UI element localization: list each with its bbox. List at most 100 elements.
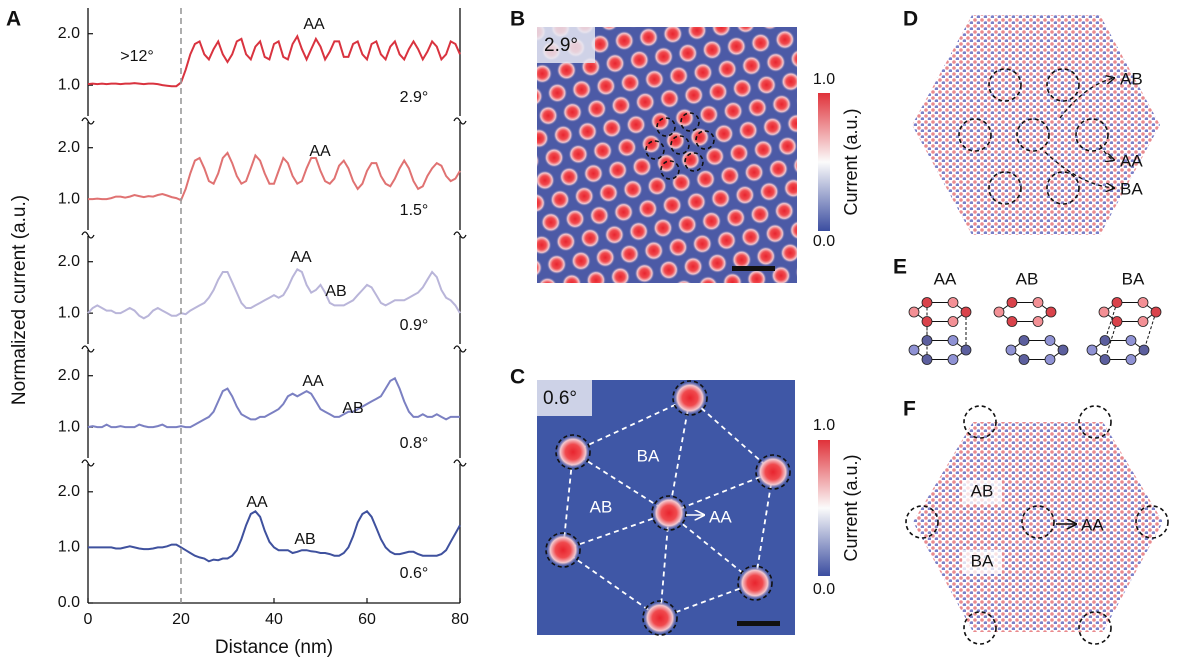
series-label: 0.8° [400,435,429,452]
atom [1086,344,1098,356]
atom [1098,306,1110,318]
axis-break [81,459,95,467]
y-tick-label: 2.0 [58,253,80,270]
axis-break [453,117,467,125]
stm-image [537,27,797,283]
atom [1111,316,1123,327]
panel-label: E [893,256,907,279]
atom [947,335,959,346]
x-tick-label: 60 [358,611,376,628]
annotation: AB [325,283,346,300]
annotation: AA [302,373,324,390]
region-label: AA [1081,515,1104,534]
atom [993,306,1005,318]
angle-label: 2.9° [544,35,578,56]
atom [1018,354,1030,365]
y-axis-label: Normalized current (a.u.) [9,195,30,405]
y-tick-label: 0.0 [58,594,80,611]
stacking-label: AB [1120,69,1143,88]
atom [1099,354,1111,365]
hexagon [1091,339,1145,361]
colorbar-max: 1.0 [813,417,835,434]
colorbar [818,93,830,231]
colorbar-max: 1.0 [813,71,835,88]
atom [1057,344,1069,356]
annotation: AA [303,16,325,33]
y-tick-label: 2.0 [58,25,80,42]
colorbar-min: 0.0 [813,233,835,250]
highlight-circles [645,112,715,180]
panel-label: C [510,366,525,389]
atom [1044,335,1056,346]
data-line [87,268,461,320]
colorbar [818,440,830,576]
atom [1044,354,1056,365]
colorbar-title: Current (a.u.) [841,108,861,215]
stacking-label: AA [934,269,957,288]
x-tick-label: 80 [451,611,469,628]
line-chart: 1.0 2.0 2.9° >12° AA 1.0 2.0 1.5° AA 1.0 2.0 0.9° AA… [58,8,469,628]
hexagon [913,301,967,323]
y-tick-label: 1.0 [58,190,80,207]
atom [947,316,959,327]
atom [921,316,933,327]
atom [1006,316,1018,327]
scale-bar [737,621,780,626]
region-label: BA [971,551,994,570]
atom [1005,344,1017,356]
region-label: AA [709,507,732,526]
atom [1111,297,1123,308]
annotation: AA [246,494,268,511]
atom [921,335,933,346]
panel-label: B [510,8,525,31]
atom [1125,335,1137,346]
y-tick-label: 2.0 [58,139,80,156]
atom [1006,297,1018,308]
series-label: 0.9° [400,317,429,334]
stacking-diagrams [908,297,1162,365]
atom [1018,335,1030,346]
atom [1125,354,1137,365]
atom [921,297,933,308]
data-line [88,151,461,202]
hexagon [998,301,1052,323]
colorbar-min: 0.0 [813,581,835,598]
guide-line [1143,311,1157,351]
atom [1138,344,1150,356]
axis-break [453,459,467,467]
series-label: 0.6° [400,565,429,582]
x-tick-label: 0 [84,611,93,628]
annotation: AA [309,143,331,160]
axis-break [81,231,95,239]
x-axis-label: Distance (nm) [215,637,333,658]
region-label: AB [590,497,613,516]
y-tick-label: 2.0 [58,367,80,384]
series-label: 2.9° [400,89,429,106]
panel-label: A [6,8,21,31]
annotation: AA [290,249,312,266]
angle-label: 0.6° [543,388,577,409]
y-tick-label: 1.0 [58,304,80,321]
label-box [962,480,1002,504]
axis-break [453,231,467,239]
x-tick-label: 20 [172,611,190,628]
stacking-label: AA [1120,151,1143,170]
annotation: AB [342,400,363,417]
label-box [537,27,595,63]
data-line [88,510,461,563]
scale-bar [732,266,775,271]
region-label: BA [637,446,660,465]
hexagon [1010,339,1064,361]
y-tick-label: 1.0 [58,418,80,435]
label-box [962,550,1002,574]
highlight-circles [905,405,1169,645]
highlight-circles [958,68,1109,205]
data-line [87,376,460,429]
atom [1137,316,1149,327]
atom [960,306,972,318]
y-tick-label: 2.0 [58,483,80,500]
y-tick-label: 1.0 [58,539,80,556]
atom [1032,297,1044,308]
panel-label: F [903,398,916,421]
